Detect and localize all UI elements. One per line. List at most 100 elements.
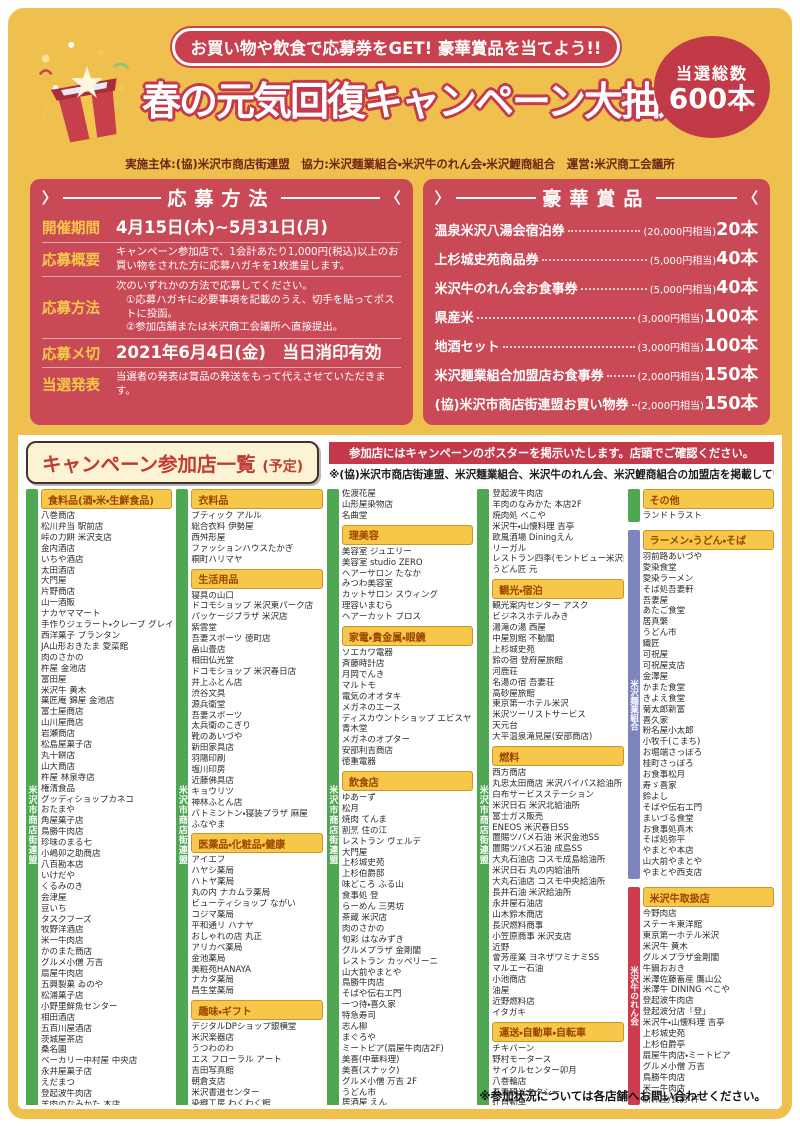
store-group-content: その他 ランドトラスト: [642, 489, 774, 522]
application-row-content: 次のいずれかの方法で応募してください。 ①応募ハガキに必要事項を記載のうえ、切手を…: [116, 280, 401, 335]
store-item: 米沢牛 黄木: [41, 685, 87, 696]
store-item: 西洋菓子 ブランタン: [41, 630, 121, 641]
header-section: お買い物や飲食で応募券をGET! 豪華賞品を当てよう!! 春の元気回復キャンペー…: [18, 18, 782, 435]
store-item: 喜久家: [642, 715, 669, 726]
store-group: 米沢牛のれん会 米沢牛取扱店 今野肉店 ステーキ東洋館 東京第一ホテル米沢 米沢牛 黄木グ…: [627, 887, 774, 1105]
application-row-line: ②参加店舗または米沢商工会議所へ直接提出。: [126, 321, 344, 334]
store-item: 源兵衛堂: [191, 699, 226, 710]
store-item: 染織工房 わくわく館: [191, 1098, 271, 1105]
store-item: 割烹 住の江: [341, 825, 388, 836]
store-item: 相田仏光堂: [191, 655, 234, 666]
chevron-right-icon: 〈: [385, 189, 401, 207]
store-item: 茨城屋茶店: [41, 1034, 84, 1045]
store-item: 西舛形屋: [191, 532, 226, 543]
store-column: 米沢市商店街連盟 佐渡花屋 山形屋染物店 名曲堂 理美容 美容室 ジュエリー 美容室 stu…: [326, 489, 474, 1105]
store-item: 鳥勝牛肉店: [341, 978, 385, 989]
dotted-leader: [502, 346, 635, 348]
store-item: 徳重電器: [341, 757, 376, 768]
store-item: 渋谷文具: [191, 688, 226, 699]
store-item: 愛染食堂: [642, 562, 677, 573]
store-item: 紫雲堂: [191, 623, 217, 634]
store-item: イタガキ: [492, 1007, 526, 1018]
store-item: 扇屋牛肉店: [41, 969, 84, 980]
store-item: いけだや: [41, 870, 76, 881]
membership-bar: 米沢市商店街連盟: [326, 489, 339, 1105]
application-row-label: 応募方法: [42, 301, 100, 318]
store-item: 青木堂: [341, 724, 368, 735]
store-item: ゆあーず: [341, 793, 376, 804]
store-item: 月岡でんき: [341, 669, 385, 680]
store-item: 特急寿司: [341, 1011, 376, 1022]
store-item: うどん市: [341, 1087, 376, 1098]
prizes-title-text: 豪華賞品: [542, 188, 651, 210]
store-item: 昌生堂薬局: [191, 986, 234, 997]
store-item: メガネのオプター: [341, 735, 410, 746]
store-item: まいづる食堂: [642, 813, 694, 824]
store-item: 鳥勝牛肉店: [41, 827, 84, 838]
application-row-label: 当選発表: [42, 378, 100, 395]
category-header: 生活用品: [191, 568, 323, 589]
store-group-content: 佐渡花屋 山形屋染物店 名曲堂 理美容 美容室 ジュエリー 美容室 studio ZERO…: [341, 489, 474, 1105]
prize-row: 上杉城史苑商品券 (5,000円相当) 40本: [435, 243, 758, 272]
flyer-page: お買い物や飲食で応募券をGET! 豪華賞品を当てよう!! 春の元気回復キャンペー…: [8, 8, 792, 1119]
prize-value: (2,000円相当): [637, 401, 704, 412]
store-item: 菊太郎新富: [642, 704, 686, 715]
chevron-left-icon: 〉: [42, 189, 58, 207]
store-group: 米沢市商店街連盟 衣料品 ブティック アルル 総合衣料 伊勢屋 西舛形屋 ファッションハウ…: [176, 489, 323, 1105]
store-item: 粉名屋小太郎: [642, 726, 694, 737]
store-item: 美喜(スナック): [341, 1065, 400, 1076]
store-item: 居真繁: [642, 617, 669, 628]
store-item: かのまた商店: [41, 947, 93, 958]
store-item: 味どころ ふる山: [341, 880, 404, 891]
store-item: あたご食堂: [642, 606, 686, 617]
store-item: 美粧苑HANAYA: [191, 964, 251, 975]
chevron-left-icon: 〉: [434, 189, 450, 207]
store-item: 西方商店: [492, 768, 527, 779]
store-item: ステーキ東洋館: [642, 920, 703, 930]
store-item: そば処弥平: [642, 835, 686, 846]
category-header: 趣味・ギフト: [191, 1000, 323, 1021]
store-item: 米沢ツーリストサービス: [492, 710, 586, 721]
category-header: 飲食店: [341, 771, 474, 792]
store-item: 五百川屋酒店: [41, 1023, 93, 1034]
gift-box-illustration: [38, 41, 130, 143]
prize-count: 100本: [703, 336, 758, 356]
store-item: 羊肉のなみかた 本店2F: [492, 499, 582, 510]
store-item: 小池商店: [492, 975, 527, 986]
store-item: 登起波分店「登」: [642, 1007, 711, 1018]
chevron-right-icon: 〈: [742, 189, 758, 207]
store-item: 今野肉店: [642, 909, 677, 920]
membership-bar-label: 米沢牛のれん会: [628, 966, 639, 1027]
store-item: 米沢日石 丸の内給油所: [492, 866, 580, 877]
store-item: チキバーン: [492, 1043, 535, 1054]
store-item: ヘアーカット ブロス: [341, 612, 422, 623]
store-item: 杵屋 金池店: [41, 663, 87, 674]
store-item: 可祝屋支店: [642, 660, 686, 671]
prize-name: 温泉米沢八湯会宿泊券: [434, 224, 565, 239]
application-row-content: 当選者の発表は賞品の発送をもって代えさせていただきます。: [116, 371, 401, 398]
store-item: 金澤屋: [642, 671, 669, 682]
store-item: 織匠: [642, 639, 660, 650]
store-item: 八巻商店: [41, 511, 76, 521]
store-item: 上杉城史苑: [642, 1029, 686, 1040]
store-item: 長井石油 米沢給油所: [492, 888, 572, 898]
participation-footnote: ※参加状況については各店舗へお問い合わせください。: [479, 1089, 766, 1103]
prizes-panel: 〉 豪華賞品 〈 温泉米沢八湯会宿泊券 (20,000円相当) 20本 上杉城史苑商品…: [422, 179, 770, 425]
store-item: 上杉伯爵亭: [642, 1039, 686, 1050]
store-item: 居酒屋 えん: [341, 1098, 388, 1105]
store-item: 畠山畳店: [191, 645, 226, 656]
store-group-content: ラーメン・うどん・そば 羽前路あいづや 愛染食堂 愛染ラーメン そば処吾妻軒 吾妻屋 あたご…: [642, 529, 774, 879]
store-item: レストラン ヴェルデ: [341, 836, 422, 847]
store-item: 焼肉処 べこや: [492, 510, 546, 521]
store-item: ふなやま: [191, 819, 226, 830]
prize-name: (協)米沢市商店街連盟お買い物券: [434, 398, 629, 413]
store-item: 近野燃料店: [492, 997, 535, 1008]
store-item: 峠の力餅 米沢支店: [41, 532, 112, 543]
store-column: 米沢市商店街連盟 衣料品 ブティック アルル 総合衣料 伊勢屋 西舛形屋 ファッションハウ…: [176, 489, 323, 1105]
prize-name: 上杉城史苑商品券: [434, 253, 539, 268]
prize-name: 県産米: [434, 311, 474, 326]
store-item: エス フローラル アート: [191, 1054, 282, 1065]
prize-count: 100本: [703, 307, 758, 327]
store-columns: 米沢市商店街連盟 食料品(酒・米・生鮮食品) 八巻商店 松川弁当 駅前店 峠の力餅 米沢…: [26, 489, 774, 1105]
store-item: ブティック アルル: [191, 511, 262, 521]
